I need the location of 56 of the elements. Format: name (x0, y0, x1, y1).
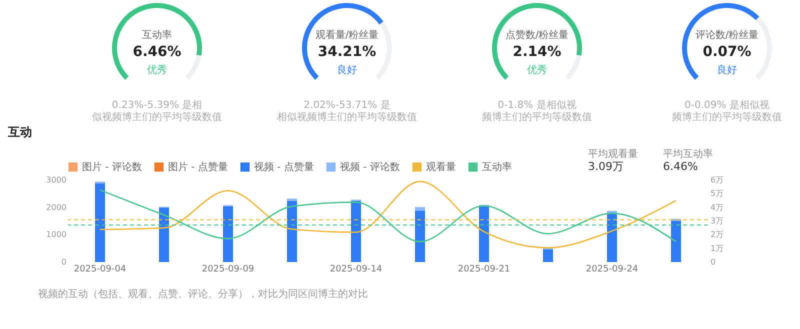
text: 评论数/粉丝量 (695, 29, 759, 41)
text: 观看量/粉丝量 (315, 29, 379, 41)
legend-label: 观看量 (426, 161, 456, 174)
text: 视频的互动（包括、观看、点赞、评论、分享），对比为同区间博主的对比 (38, 288, 368, 300)
y-tick-label: 0 (61, 258, 66, 266)
text: 3.09万 (588, 160, 624, 173)
bar (351, 200, 361, 262)
bar (223, 206, 233, 262)
legend-label: 互动率 (482, 161, 512, 174)
y-tick-label: 2000 (46, 202, 66, 212)
x-tick-label: 2025-09-24 (586, 264, 638, 274)
x-tick-label: 2025-09-14 (330, 264, 382, 274)
bar (159, 208, 169, 262)
y2-tick-label: 0 (710, 258, 716, 266)
x-tick-label: 2025-09-21 (458, 264, 510, 274)
text: 6.46% (132, 44, 182, 60)
text: 2.14% (512, 44, 562, 60)
y2-tick-label: 4万 (710, 202, 724, 212)
y2-tick-label: 5万 (710, 189, 724, 198)
x-tick-label: 2025-09-09 (202, 264, 254, 274)
text: 良好 (717, 64, 737, 76)
bar (415, 207, 425, 211)
text: 平均互动率 (663, 148, 713, 160)
text: 0.07% (702, 44, 752, 60)
legend-label: 图片 - 评论数 (82, 161, 142, 174)
legend-label: 视频 - 评论数 (340, 161, 400, 174)
legend-label: 视频 - 点赞量 (254, 161, 314, 174)
text: 优秀 (527, 64, 547, 76)
x-tick-label: 2025-09-04 (74, 264, 126, 274)
text: 0-0.09% 是相似视频博主们的平均等级数值 (672, 99, 782, 123)
y-tick-label: 3000 (46, 176, 66, 184)
text: 良好 (337, 64, 357, 76)
y2-tick-label: 6万 (710, 176, 724, 184)
text: 0.23%-5.39% 是相似视频博主们的平均等级数值 (92, 99, 222, 123)
y2-tick-label: 3万 (710, 216, 724, 226)
text: 平均观看量 (588, 148, 638, 160)
bar (287, 198, 297, 202)
bar (607, 214, 617, 262)
text: 0-1.8% 是相似视频博主们的平均等级数值 (482, 99, 592, 123)
text: 点赞数/粉丝量 (505, 29, 569, 41)
bar (415, 210, 425, 262)
text: 34.21% (318, 44, 376, 60)
text: 互动率 (142, 29, 172, 41)
legend-label: 图片 - 点赞量 (168, 161, 228, 174)
bar (287, 201, 297, 262)
bar (671, 221, 681, 262)
y-tick-label: 1000 (46, 230, 66, 240)
bar (95, 183, 105, 262)
bar (543, 249, 553, 262)
chart-title: 互动 (7, 125, 32, 139)
text: 优秀 (147, 64, 167, 76)
text: 6.46% (663, 160, 698, 173)
text: 2.02%-53.71% 是相似视频博主们的平均等级数值 (277, 100, 417, 123)
y2-tick-label: 2万 (710, 230, 724, 240)
y2-tick-label: 1万 (710, 244, 724, 253)
bar (479, 206, 489, 262)
